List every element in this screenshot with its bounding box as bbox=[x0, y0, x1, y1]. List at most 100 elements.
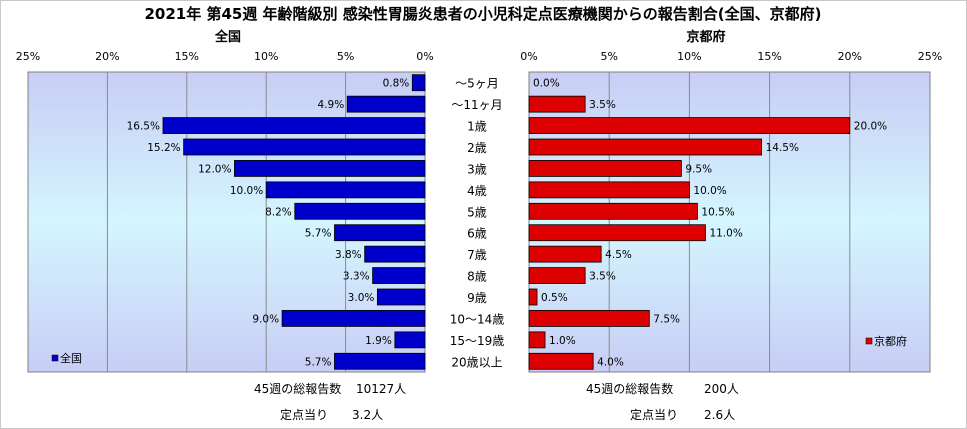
kyoto-value-label: 0.0% bbox=[533, 78, 560, 90]
kyoto-footer: 45週の総報告数 200人 定点当り 2.6人 bbox=[586, 381, 739, 422]
national-tick-label: 20% bbox=[95, 50, 119, 63]
age-category-label: ～11ヶ月 bbox=[451, 98, 502, 112]
kyoto-per-label: 定点当り bbox=[630, 407, 678, 422]
kyoto-bar bbox=[528, 138, 762, 156]
national-tick-label: 25% bbox=[16, 50, 40, 63]
kyoto-tick-label: 10% bbox=[677, 50, 701, 63]
national-plot-background bbox=[27, 71, 426, 373]
age-category-label: 7歳 bbox=[467, 248, 487, 262]
national-bar bbox=[265, 181, 426, 199]
kyoto-bar bbox=[528, 288, 538, 306]
age-category-label: 10～14歳 bbox=[450, 312, 505, 326]
age-category-label: 4歳 bbox=[467, 184, 487, 198]
national-value-label: 9.0% bbox=[252, 313, 279, 325]
kyoto-value-label: 3.5% bbox=[589, 99, 616, 111]
age-category-label: 20歳以上 bbox=[451, 355, 502, 369]
age-category-labels: ～5ヶ月 ～11ヶ月 1歳 2歳 3歳 4歳 5歳 6歳 7歳 8歳 9歳 10～14歳 15～19歳 2… bbox=[450, 77, 505, 370]
national-bar bbox=[334, 352, 426, 370]
kyoto-tick-label: 25% bbox=[918, 50, 942, 63]
kyoto-value-label: 0.5% bbox=[541, 292, 568, 304]
national-value-label: 5.7% bbox=[305, 356, 332, 368]
national-bar bbox=[411, 74, 426, 92]
age-category-label: 1歳 bbox=[467, 120, 487, 134]
kyoto-tick-label: 5% bbox=[600, 50, 617, 63]
national-value-label: 4.9% bbox=[318, 99, 345, 111]
age-category-label: 3歳 bbox=[467, 162, 487, 176]
national-value-label: 12.0% bbox=[198, 163, 231, 175]
kyoto-bar bbox=[528, 95, 586, 113]
national-bar bbox=[364, 245, 426, 263]
kyoto-panel-title: 京都府 bbox=[686, 29, 725, 45]
national-tick-label: 15% bbox=[175, 50, 199, 63]
age-category-label: 5歳 bbox=[467, 205, 487, 219]
kyoto-value-label: 14.5% bbox=[766, 142, 799, 154]
kyoto-total-label: 45週の総報告数 bbox=[586, 381, 673, 396]
kyoto-bar bbox=[528, 117, 851, 134]
kyoto-tick-label: 0% bbox=[520, 50, 537, 63]
national-value-label: 10.0% bbox=[230, 185, 263, 197]
national-value-label: 8.2% bbox=[265, 206, 292, 218]
kyoto-tick-label: 20% bbox=[838, 50, 862, 63]
national-footer: 45週の総報告数 10127人 定点当り 3.2人 bbox=[254, 381, 406, 422]
age-category-label: 15～19歳 bbox=[450, 334, 505, 348]
kyoto-value-label: 4.0% bbox=[597, 356, 624, 368]
national-total-value: 10127人 bbox=[356, 382, 406, 396]
national-total-label: 45週の総報告数 bbox=[254, 381, 341, 396]
national-legend-label: 全国 bbox=[60, 351, 82, 365]
national-value-label: 3.8% bbox=[335, 249, 362, 261]
kyoto-value-label: 10.0% bbox=[693, 185, 726, 197]
kyoto-value-label: 3.5% bbox=[589, 271, 616, 283]
kyoto-tick-label: 15% bbox=[757, 50, 781, 63]
kyoto-value-label: 20.0% bbox=[854, 121, 887, 133]
national-per-label: 定点当り bbox=[280, 407, 328, 422]
kyoto-legend-swatch bbox=[865, 337, 873, 345]
kyoto-bar bbox=[528, 181, 690, 199]
national-bar bbox=[346, 95, 426, 113]
national-per-value: 3.2人 bbox=[352, 408, 383, 422]
kyoto-value-label: 7.5% bbox=[653, 313, 680, 325]
national-value-label: 15.2% bbox=[147, 142, 180, 154]
national-panel-title: 全国 bbox=[214, 29, 241, 45]
national-bar bbox=[376, 288, 426, 306]
kyoto-value-label: 11.0% bbox=[709, 228, 742, 240]
kyoto-bar bbox=[528, 160, 682, 177]
national-tick-label: 0% bbox=[416, 50, 433, 63]
kyoto-bar bbox=[528, 267, 586, 284]
age-category-label: 6歳 bbox=[467, 227, 487, 241]
kyoto-value-label: 1.0% bbox=[549, 335, 576, 347]
national-value-label: 3.3% bbox=[343, 271, 370, 283]
national-bar bbox=[281, 310, 426, 327]
national-tick-label: 5% bbox=[337, 50, 354, 63]
age-category-label: ～5ヶ月 bbox=[455, 77, 499, 91]
kyoto-bar bbox=[528, 224, 706, 242]
kyoto-legend: 京都府 bbox=[865, 334, 907, 348]
kyoto-value-label: 4.5% bbox=[605, 249, 632, 261]
kyoto-value-label: 9.5% bbox=[685, 163, 712, 175]
kyoto-plot-area: 0% 5% 10% 15% 20% 25% 0.0% 3.5% 20.0% 14.5% 9.5% 10… bbox=[520, 50, 942, 373]
national-legend: 全国 bbox=[51, 351, 82, 365]
national-plot-area: 0% 5% 10% 15% 20% 25% 0.8% 4.9% 16.5% 15.2% 12.0% 1… bbox=[16, 50, 434, 373]
kyoto-legend-label: 京都府 bbox=[874, 334, 907, 348]
kyoto-bar bbox=[528, 310, 650, 327]
age-category-label: 9歳 bbox=[467, 291, 487, 305]
national-value-label: 3.0% bbox=[348, 292, 375, 304]
kyoto-value-label: 10.5% bbox=[701, 206, 734, 218]
national-bar bbox=[394, 331, 426, 349]
kyoto-bar bbox=[528, 202, 698, 220]
national-value-label: 5.7% bbox=[305, 228, 332, 240]
kyoto-per-value: 2.6人 bbox=[704, 408, 735, 422]
kyoto-total-value: 200人 bbox=[704, 382, 739, 396]
national-bar bbox=[334, 224, 426, 242]
age-category-label: 8歳 bbox=[467, 270, 487, 284]
national-bar bbox=[372, 267, 426, 284]
national-bar bbox=[183, 138, 426, 156]
national-value-label: 16.5% bbox=[127, 121, 160, 133]
national-tick-label: 10% bbox=[254, 50, 278, 63]
national-legend-swatch bbox=[51, 354, 59, 362]
kyoto-bar bbox=[528, 352, 594, 370]
kyoto-bar bbox=[528, 331, 546, 349]
kyoto-plot-background bbox=[528, 71, 931, 373]
age-category-label: 2歳 bbox=[467, 141, 487, 155]
kyoto-bar bbox=[528, 245, 602, 263]
